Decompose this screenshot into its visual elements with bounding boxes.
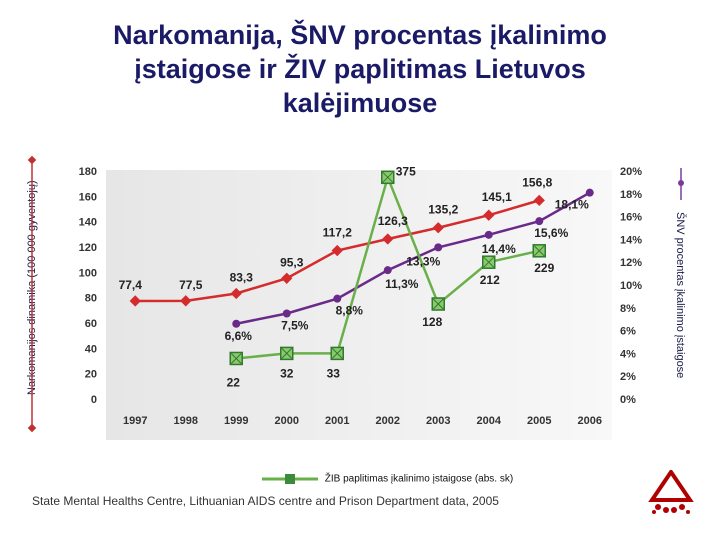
data-label: 95,3 (280, 255, 304, 269)
y-right-tick-label: 18% (620, 189, 642, 201)
data-label: 8,8% (336, 304, 364, 318)
y-left-tick-label: 180 (79, 166, 97, 178)
left-axis-marker-top (27, 155, 37, 165)
title-line-3: kalėjimuose (282, 88, 438, 118)
y-right-tick-label: 2% (620, 371, 636, 383)
y-left-tick-label: 160 (79, 191, 97, 203)
y-left-tick-label: 40 (85, 343, 97, 355)
y-right-tick-label: 6% (620, 326, 636, 338)
data-point-mark (432, 298, 444, 310)
data-point-mark (382, 171, 394, 183)
data-point (434, 243, 443, 252)
page-title: Narkomanija, ŠNV procentas įkalinimo įst… (60, 18, 660, 120)
y-right-tick-label: 12% (620, 257, 642, 269)
data-label: 6,6% (225, 329, 253, 343)
y-left-tick-label: 140 (79, 217, 97, 229)
data-point (232, 319, 241, 328)
legend: ŽIB paplitimas įkalinimo įstaigose (abs.… (262, 472, 513, 486)
y-left-tick-label: 60 (85, 318, 97, 330)
y-left-tick-label: 100 (79, 267, 97, 279)
title-line-1: Narkomanija, ŠNV procentas įkalinimo (113, 20, 607, 50)
data-label: 77,5 (179, 278, 203, 292)
data-point (333, 294, 342, 303)
y-right-tick-label: 8% (620, 303, 636, 315)
data-point (382, 233, 394, 245)
data-point-mark (281, 348, 293, 359)
x-tick-label: 1997 (123, 415, 147, 427)
data-point-mark (483, 256, 495, 268)
data-point (282, 309, 291, 318)
data-label: 32 (280, 366, 294, 380)
data-point (180, 295, 192, 307)
data-point-mark (533, 245, 545, 257)
y-right-tick-label: 20% (620, 166, 642, 178)
data-label: 117,2 (323, 226, 353, 240)
data-label: 212 (480, 273, 500, 287)
x-tick-label: 2004 (477, 415, 502, 427)
y-right-tick-label: 16% (620, 212, 642, 224)
title-line-2: įstaigose ir ŽIV paplitimas Lietuvos (134, 54, 586, 84)
data-label: 83,3 (230, 270, 254, 284)
legend-swatch (262, 474, 318, 484)
right-axis-marker (678, 180, 684, 186)
data-point-mark (331, 348, 343, 359)
left-axis-marker-bottom (27, 423, 37, 433)
data-point (432, 222, 444, 234)
y-right-tick-label: 14% (620, 234, 642, 246)
data-point (331, 244, 343, 257)
data-label: 126,3 (378, 214, 408, 228)
data-point (533, 194, 545, 207)
legend-label: ŽIB paplitimas įkalinimo įstaigose (abs.… (324, 473, 514, 485)
data-point (383, 266, 392, 275)
y-left-tick-label: 80 (85, 293, 97, 305)
data-point (129, 295, 141, 307)
y-right-tick-label: 10% (620, 280, 642, 292)
x-tick-label: 2006 (578, 415, 602, 427)
source-note: State Mental Healths Centre, Lithuanian … (32, 494, 499, 508)
x-tick-label: 2001 (325, 415, 349, 427)
x-tick-label: 1999 (224, 415, 248, 427)
data-label: 128 (422, 315, 442, 329)
data-label: 7,5% (281, 319, 309, 333)
data-point (230, 287, 242, 300)
data-label: 229 (534, 261, 554, 275)
y-left-tick-label: 20 (85, 369, 97, 381)
data-label: 33 (327, 366, 341, 380)
y-right-tick-label: 0% (620, 394, 636, 406)
y-right-tick-label: 4% (620, 348, 636, 360)
data-point (483, 209, 495, 221)
data-label: 375 (396, 164, 416, 178)
data-point (281, 272, 293, 284)
data-label: 13,3% (406, 254, 440, 268)
data-point (484, 230, 493, 239)
data-point-mark (230, 353, 242, 364)
x-tick-label: 1998 (174, 415, 198, 427)
data-label: 145,1 (482, 190, 512, 204)
x-tick-label: 2003 (426, 415, 450, 427)
data-point (535, 217, 544, 226)
data-label: 18,1% (555, 198, 589, 212)
data-label: 11,3% (385, 277, 419, 291)
x-tick-label: 2005 (527, 415, 551, 427)
data-point (585, 188, 594, 197)
plot-area (106, 170, 612, 440)
data-label: 156,8 (522, 175, 552, 189)
data-label: 77,4 (119, 278, 143, 292)
x-tick-label: 2000 (275, 415, 299, 427)
data-label: 22 (227, 375, 241, 389)
data-label: 135,2 (428, 203, 458, 217)
x-tick-label: 2002 (376, 415, 400, 427)
y-left-tick-label: 0 (91, 394, 97, 406)
logo (648, 470, 694, 514)
y-left-tick-label: 120 (79, 242, 97, 254)
data-label: 14,4% (482, 242, 516, 256)
series-line (236, 191, 591, 325)
data-label: 15,6% (534, 226, 568, 240)
